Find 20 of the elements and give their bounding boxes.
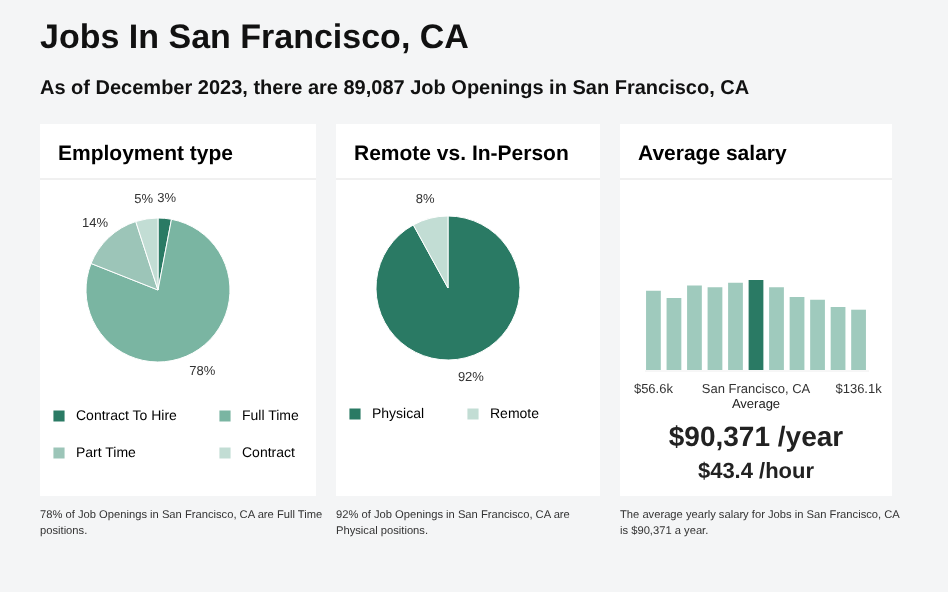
bar <box>830 307 846 370</box>
bar <box>646 290 661 370</box>
pie-slice <box>375 215 521 361</box>
bar <box>666 298 682 370</box>
bar <box>851 309 866 370</box>
bar <box>728 282 743 370</box>
bar <box>769 287 784 370</box>
chart-title: Remote vs. In-Person <box>336 124 600 180</box>
bar <box>789 297 805 370</box>
text: Jobs In San Francisco, CA <box>40 18 469 58</box>
text: $90,371 /year <box>666 420 846 452</box>
chart-title: Average salary <box>620 124 892 180</box>
pie-slice <box>85 218 231 363</box>
bar <box>810 299 825 370</box>
chart-title: Employment type <box>40 124 316 180</box>
bar <box>707 287 723 370</box>
bar <box>748 280 764 370</box>
bar <box>687 285 702 370</box>
text: As of December 2023, there are 89,087 Job Openings in San Francisco, CA <box>40 78 750 100</box>
text: $43.4 /hour <box>695 460 817 484</box>
